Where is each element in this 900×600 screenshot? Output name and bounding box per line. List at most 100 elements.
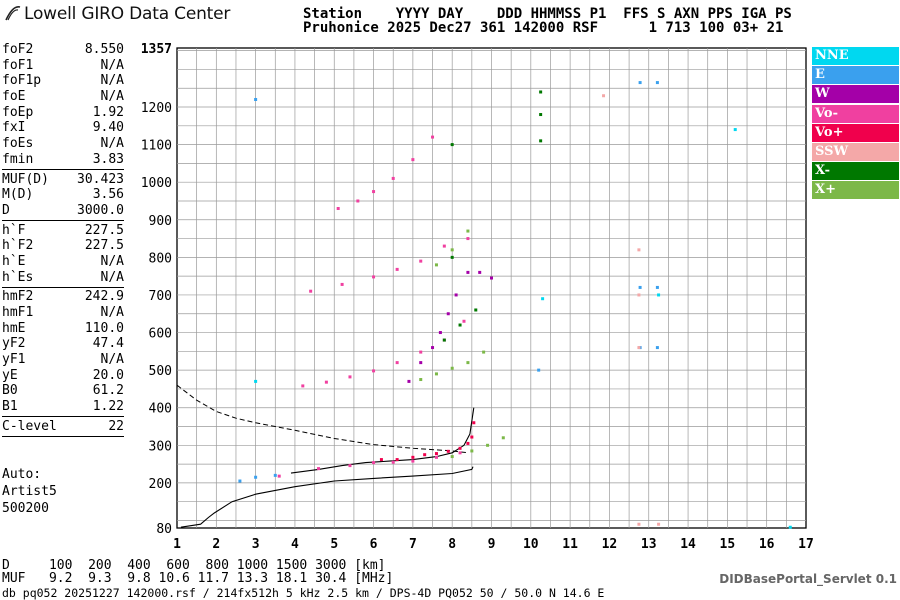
param-name: foF1 (2, 57, 34, 73)
legend-item: X- (812, 162, 899, 181)
data-point (539, 113, 543, 117)
param-name: yF2 (2, 336, 26, 352)
data-point (450, 143, 454, 147)
data-point (602, 94, 606, 98)
x-tick-label: 6 (370, 537, 378, 552)
param-value: N/A (100, 305, 124, 320)
param-value: 9.40 (92, 120, 124, 136)
data-point (423, 453, 427, 457)
data-point (466, 361, 470, 365)
param-row: yE 20.0 (2, 368, 124, 384)
data-point (655, 81, 659, 85)
data-point (638, 285, 642, 289)
param-row: h`F 227.5 (2, 223, 124, 239)
data-point (301, 384, 305, 388)
data-point (419, 361, 423, 365)
panel-divider (2, 220, 124, 222)
param-row: foF2 8.550 (2, 42, 124, 58)
y-tick-label: 1000 (141, 176, 172, 191)
header-line-2: Pruhonice 2025 Dec27 361 142000 RSF 1 71… (303, 20, 784, 36)
data-point (431, 135, 435, 139)
x-tick-label: 12 (602, 537, 618, 552)
data-point (501, 436, 505, 440)
data-point (273, 473, 277, 477)
data-point (254, 475, 258, 479)
data-point (490, 276, 493, 280)
param-name: D (2, 202, 10, 218)
param-name: B1 (2, 399, 18, 415)
data-point (395, 458, 399, 462)
data-point (655, 346, 659, 350)
param-row: h`F2 227.5 (2, 238, 124, 254)
data-point (434, 372, 438, 376)
panel-divider (2, 169, 124, 170)
auto-label: Auto: (2, 467, 42, 482)
param-value: 30.423 (77, 171, 124, 187)
y-tick-label: 500 (149, 364, 172, 379)
param-row: yF1 N/A (2, 352, 124, 368)
param-row: hmE 110.0 (2, 321, 124, 337)
data-point (472, 421, 476, 425)
param-value: 1.92 (92, 104, 124, 120)
param-row: fmin 3.83 (2, 152, 124, 168)
param-name: h`F (2, 222, 26, 238)
data-point (446, 312, 450, 316)
y-tick-label: 1200 (141, 101, 172, 116)
logo-text: Lowell GIRO Data Center (24, 4, 231, 24)
param-value: 20.0 (92, 367, 124, 383)
param-value: 3.83 (92, 151, 124, 167)
x-tick-label: 5 (330, 537, 338, 552)
electron-density-profile (180, 466, 474, 528)
param-value: 47.4 (92, 336, 124, 352)
param-row: B1 1.22 (2, 399, 124, 415)
data-point (419, 259, 423, 263)
data-point (541, 297, 545, 301)
data-point (450, 255, 454, 259)
data-point (637, 346, 641, 350)
file-info: db pq052 20251227 142000.rsf / 214fx512h… (2, 586, 605, 600)
param-value: 242.9 (84, 289, 124, 305)
data-point (254, 97, 258, 101)
x-tick-label: 17 (798, 537, 814, 552)
param-row: foF1 N/A (2, 58, 124, 74)
param-name: hmF2 (2, 289, 34, 305)
legend-item: E (812, 66, 899, 85)
data-point (434, 455, 438, 459)
data-point (391, 176, 395, 180)
param-name: h`E (2, 253, 26, 269)
data-point (657, 522, 661, 526)
data-point (411, 455, 415, 459)
data-point (482, 350, 486, 354)
param-row: D 3000.0 (2, 203, 124, 219)
y-tick-label: 600 (149, 327, 172, 342)
x-tick-label: 11 (562, 537, 578, 552)
param-row: yF2 47.4 (2, 336, 124, 352)
param-name: h`Es (2, 269, 34, 285)
data-point (474, 308, 478, 312)
y-tick-label: 1100 (141, 139, 172, 154)
servlet-label: DIDBasePortal_Servlet 0.1 (719, 572, 897, 586)
param-name: foF2 (2, 42, 34, 57)
param-value: 227.5 (84, 238, 124, 254)
data-point (539, 139, 543, 143)
param-name: B0 (2, 383, 18, 399)
param-value: N/A (100, 352, 124, 368)
param-value: 227.5 (84, 222, 124, 238)
legend: NNE E W Vo- Vo+ SSW X- X+ (812, 47, 899, 201)
param-row: foEs N/A (2, 136, 124, 152)
param-row: M(D) 3.56 (2, 187, 124, 203)
param-name: M(D) (2, 187, 34, 203)
data-point (309, 289, 313, 293)
y-tick-label: 200 (149, 477, 172, 492)
distance-row: D 100 200 400 600 800 1000 1500 3000 [km… (2, 558, 386, 573)
param-value: N/A (100, 269, 124, 285)
x-tick-label: 10 (523, 537, 539, 552)
data-point (458, 446, 462, 450)
param-row: foE N/A (2, 89, 124, 105)
legend-item: Vo+ (812, 123, 899, 142)
y-tick-label: 700 (149, 289, 172, 304)
data-point (470, 435, 474, 439)
data-point (637, 522, 641, 526)
param-value: 3.56 (92, 187, 124, 203)
data-point (411, 158, 415, 162)
